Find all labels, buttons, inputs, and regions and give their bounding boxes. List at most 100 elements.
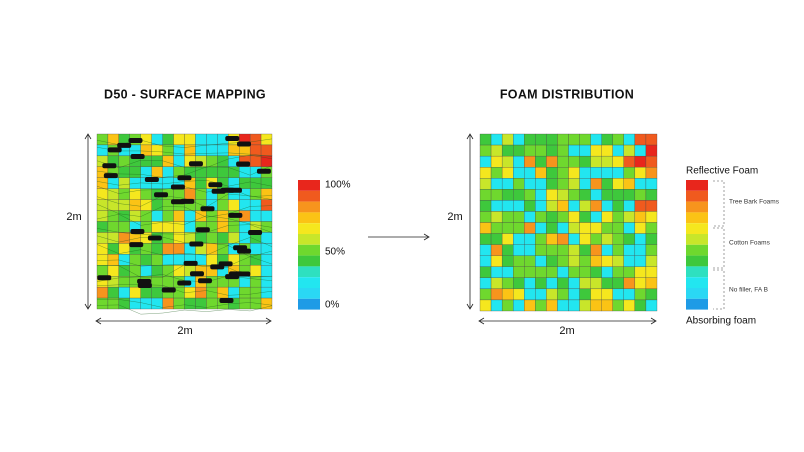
legend-swatch	[686, 190, 708, 202]
cell	[96, 188, 109, 200]
cell	[513, 288, 525, 301]
cell	[260, 265, 273, 277]
cell	[524, 144, 536, 157]
cell	[173, 265, 185, 277]
cell	[479, 255, 492, 267]
cell	[557, 200, 569, 212]
cell	[140, 188, 152, 200]
cell	[129, 286, 141, 299]
cell	[490, 222, 503, 234]
cell	[479, 233, 492, 245]
cell	[524, 211, 536, 223]
cell	[118, 199, 130, 211]
cell	[184, 221, 196, 233]
label-chip	[225, 274, 240, 280]
cell	[501, 189, 514, 201]
cell	[546, 222, 558, 234]
label-chip	[195, 227, 210, 233]
cell	[601, 299, 613, 312]
cell	[601, 200, 613, 212]
cell	[623, 155, 636, 168]
cell	[479, 178, 492, 190]
cell	[557, 211, 569, 223]
cell	[590, 133, 602, 146]
cell	[173, 297, 185, 310]
cell	[524, 244, 536, 256]
cell	[249, 265, 262, 277]
cell	[479, 288, 492, 301]
cell	[260, 276, 273, 288]
cell	[513, 189, 525, 201]
cell	[107, 177, 120, 189]
cell	[206, 144, 218, 157]
cell	[107, 286, 120, 299]
cell	[568, 155, 580, 168]
cell	[524, 222, 536, 234]
label-chip	[236, 161, 251, 167]
cell	[568, 277, 580, 290]
cell	[579, 288, 591, 301]
dimension-lines	[84, 133, 725, 325]
cell	[513, 299, 525, 312]
cell	[96, 286, 109, 299]
legend-swatch	[686, 266, 708, 278]
cell	[568, 211, 580, 223]
group-label: No filler, FA B	[729, 287, 768, 294]
cell	[501, 167, 514, 179]
cell	[96, 210, 109, 222]
legend-swatch	[298, 255, 320, 267]
cell	[479, 244, 492, 256]
cell	[513, 178, 525, 190]
cell	[634, 200, 647, 212]
cell	[140, 297, 152, 310]
cell	[239, 177, 251, 189]
cell	[612, 233, 624, 245]
cell	[612, 244, 624, 256]
cell	[162, 265, 174, 277]
cell	[490, 155, 503, 168]
cell	[195, 166, 207, 178]
cell	[490, 178, 503, 190]
cell	[184, 210, 196, 222]
cell	[524, 155, 536, 168]
cell	[107, 210, 120, 222]
cell	[118, 177, 130, 189]
cell	[601, 167, 613, 179]
cell	[623, 211, 636, 223]
cell	[490, 255, 503, 267]
label-chip	[219, 297, 234, 303]
cell	[184, 188, 196, 200]
cell	[173, 133, 185, 146]
label-chip	[144, 177, 159, 183]
cell	[535, 211, 547, 223]
cell	[546, 189, 558, 201]
cell	[535, 155, 547, 168]
right-bottom-label: 2m	[559, 325, 574, 337]
cell	[490, 266, 503, 278]
cell	[645, 233, 658, 245]
cell	[260, 297, 273, 310]
cell	[590, 155, 602, 168]
cell	[513, 222, 525, 234]
cell	[579, 200, 591, 212]
legend-swatch	[298, 277, 320, 288]
cell	[634, 189, 647, 201]
cell	[249, 133, 262, 146]
cell	[513, 167, 525, 179]
cell	[490, 167, 503, 179]
cell	[645, 133, 658, 146]
cell	[634, 167, 647, 179]
cell	[140, 199, 152, 211]
cell	[501, 222, 514, 234]
cell	[568, 167, 580, 179]
cell	[568, 299, 580, 312]
cell	[590, 255, 602, 267]
right-title: FOAM DISTRIBUTION	[500, 87, 634, 101]
label-chip	[128, 137, 143, 143]
cell	[173, 243, 185, 255]
cell	[479, 222, 492, 234]
label-chip	[130, 153, 145, 159]
legend-swatch	[298, 201, 320, 213]
cell	[535, 255, 547, 267]
cell	[590, 167, 602, 179]
